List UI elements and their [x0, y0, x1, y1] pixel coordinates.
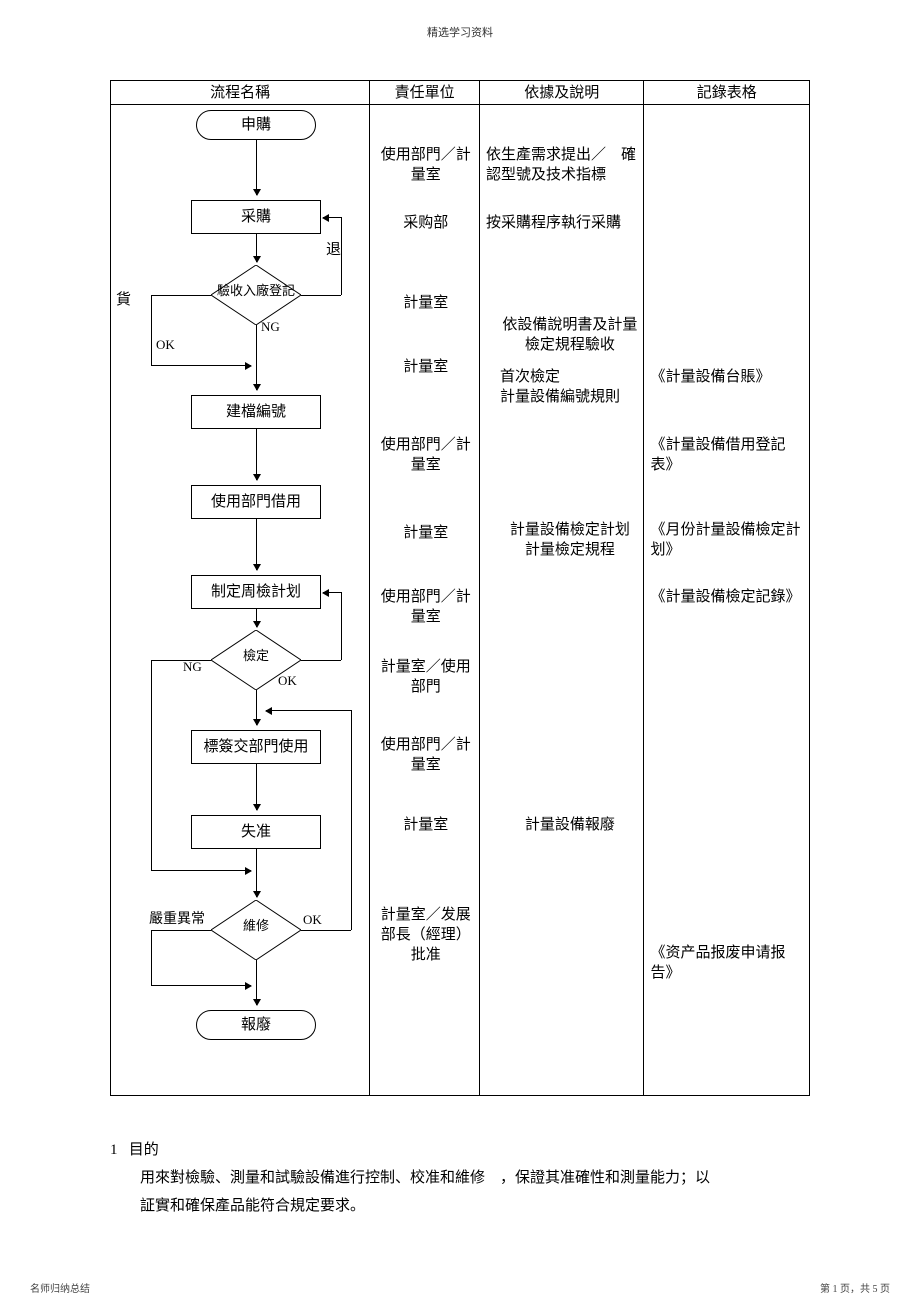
node-borrow: 使用部門借用	[191, 485, 321, 519]
label-return: 退	[326, 240, 341, 260]
page-header: 精选学习资料	[0, 0, 920, 40]
record-cell: 《計量設備檢定記錄》	[650, 587, 803, 607]
section-num: 1	[110, 1142, 118, 1158]
arrow	[256, 519, 257, 570]
line	[341, 592, 342, 660]
flowchart-column: 申購 采購 驗收入廠登記 建檔編號 使用部門借用 制定周檢計划 檢定 標簽交部門…	[111, 105, 370, 1095]
line	[301, 930, 351, 931]
arrow	[256, 960, 257, 1005]
record-cell: 《計量設備台賬》	[650, 367, 803, 387]
line	[301, 295, 341, 296]
header-cell-record: 記錄表格	[644, 81, 809, 104]
arrow	[323, 592, 341, 593]
node-inacc: 失准	[191, 815, 321, 849]
node-accept: 驗收入廠登記	[211, 265, 301, 325]
record-cell: 《月份計量設備檢定計划》	[650, 520, 803, 560]
label-ok1: OK	[156, 335, 175, 355]
table-body: 申購 采購 驗收入廠登記 建檔編號 使用部門借用 制定周檢計划 檢定 標簽交部門…	[111, 105, 809, 1095]
footer-right: 第 1 页，共 5 页	[820, 1280, 890, 1295]
line	[151, 660, 152, 870]
arrow	[151, 870, 251, 871]
basis-cell: 按采購程序執行采購	[486, 213, 639, 233]
basis-cell: 依生產需求提出／ 確認型號及技术指標	[486, 145, 639, 185]
header-cell-flow: 流程名稱	[111, 81, 370, 104]
node-tag: 標簽交部門使用	[191, 730, 321, 764]
node-repair-label: 維修	[211, 918, 301, 933]
label-severe: 嚴重異常	[149, 910, 205, 930]
section-heading: 1 目的	[110, 1136, 810, 1164]
line	[151, 930, 211, 931]
label-ok3: OK	[303, 910, 322, 930]
arrow	[256, 429, 257, 480]
node-scrap: 報廢	[196, 1010, 316, 1040]
node-plan: 制定周檢計划	[191, 575, 321, 609]
line	[341, 217, 342, 295]
arrow	[256, 849, 257, 897]
label-goods: 貨	[116, 290, 131, 310]
section-body2: 証實和確保產品能符合規定要求。	[110, 1192, 810, 1220]
label-ng2: NG	[183, 657, 202, 677]
table-header-row: 流程名稱 責任單位 依據及說明 記錄表格	[111, 81, 809, 105]
dept-cell: 使用部門／計量室	[378, 735, 473, 775]
basis-cell: 計量設備檢定計划 計量檢定規程	[500, 520, 640, 560]
dept-cell: 使用部門／計量室	[378, 435, 473, 475]
record-column: 《計量設備台賬》 《計量設備借用登記表》 《月份計量設備檢定計划》 《計量設備檢…	[644, 105, 809, 1095]
section-title: 目的	[129, 1142, 159, 1158]
node-repair: 維修	[211, 900, 301, 960]
line	[151, 660, 211, 661]
node-apply: 申購	[196, 110, 316, 140]
label-ok2: OK	[278, 671, 297, 691]
label-ng1: NG	[261, 317, 280, 337]
dept-cell: 計量室／使用部門	[378, 657, 473, 697]
arrow	[256, 234, 257, 262]
page-footer: 名师归纳总结 第 1 页，共 5 页	[30, 1280, 890, 1295]
dept-cell: 計量室	[378, 293, 473, 313]
arrow	[256, 609, 257, 627]
purpose-section: 1 目的 用來對檢驗、測量和試驗設備進行控制、校准和維修 ，保證其准確性和測量能…	[110, 1136, 810, 1220]
basis-column: 依生產需求提出／ 確認型號及技术指標 按采購程序執行采購 依設備說明書及計量檢定…	[480, 105, 645, 1095]
basis-cell: 依設備說明書及計量檢定規程驗收	[500, 315, 640, 355]
dept-cell: 計量室	[378, 815, 473, 835]
record-cell: 《资产品报废申请报告》	[650, 943, 803, 983]
dept-cell: 使用部門／計量室	[378, 587, 473, 627]
line	[151, 295, 211, 296]
basis-cell: 計量設備報廢	[500, 815, 640, 835]
node-filing: 建檔編號	[191, 395, 321, 429]
arrow	[256, 764, 257, 810]
line	[351, 710, 352, 930]
node-accept-label: 驗收入廠登記	[211, 283, 301, 298]
line	[301, 660, 341, 661]
header-cell-dept: 責任單位	[370, 81, 480, 104]
node-check-label: 檢定	[211, 648, 301, 663]
dept-cell: 計量室	[378, 357, 473, 377]
dept-cell: 計量室	[378, 523, 473, 543]
arrow	[323, 217, 341, 218]
arrow	[256, 140, 257, 195]
dept-cell: 采购部	[378, 213, 473, 233]
header-cell-basis: 依據及說明	[480, 81, 645, 104]
main-table: 流程名稱 責任單位 依據及說明 記錄表格 申購 采購 驗收入廠登記 建檔編號 使…	[110, 80, 810, 1096]
dept-cell: 計量室／发展部長（經理）批准	[378, 905, 473, 965]
arrow	[151, 365, 251, 366]
line	[151, 930, 152, 985]
dept-cell: 使用部門／計量室	[378, 145, 473, 185]
arrow	[266, 710, 351, 711]
arrow	[256, 325, 257, 390]
basis-cell: 首次檢定 計量設備編號規則	[500, 367, 640, 407]
footer-left: 名师归纳总结	[30, 1280, 90, 1295]
arrow	[151, 985, 251, 986]
record-cell: 《計量設備借用登記表》	[650, 435, 803, 475]
line	[151, 295, 152, 365]
dept-column: 使用部門／計量室 采购部 計量室 計量室 使用部門／計量室 計量室 使用部門／計…	[370, 105, 480, 1095]
arrow	[256, 690, 257, 725]
node-purchase: 采購	[191, 200, 321, 234]
section-body1: 用來對檢驗、測量和試驗設備進行控制、校准和維修 ，保證其准確性和測量能力；以	[110, 1164, 810, 1192]
